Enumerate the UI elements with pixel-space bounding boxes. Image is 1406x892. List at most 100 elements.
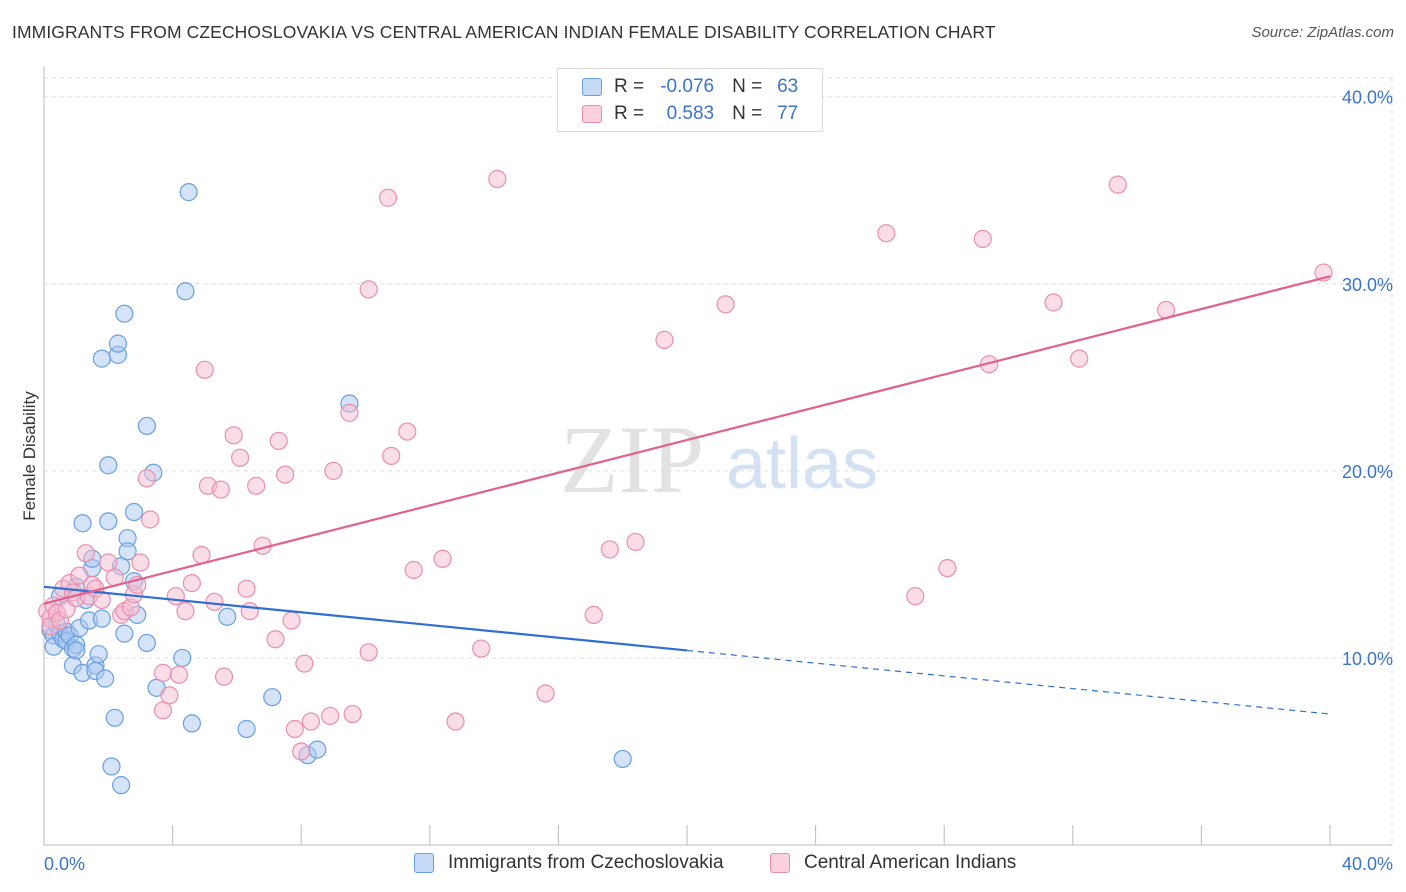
pink-point (1044, 293, 1063, 312)
blue-point (89, 645, 108, 664)
pink-point (282, 611, 301, 630)
pink-point (169, 665, 189, 684)
blue-point (73, 514, 92, 533)
pink-point (76, 544, 95, 563)
legend-n-value: 63 (777, 76, 799, 97)
blue-point (95, 669, 115, 688)
blue-point (67, 641, 86, 660)
x-tick-label: 40.0% (1342, 854, 1393, 874)
series-legend: Immigrants from Czechoslovakia Central A… (0, 852, 1406, 878)
blue-point (115, 624, 134, 643)
axes (43, 66, 1392, 846)
legend-label: Immigrants from Czechoslovakia (448, 852, 724, 873)
pink-point (237, 579, 256, 598)
blue-point (99, 512, 118, 531)
pink-point (205, 592, 224, 611)
pink-point (488, 169, 507, 189)
pink-point (1070, 349, 1089, 368)
pink-point (600, 540, 619, 559)
legend-n-label: N = (732, 76, 763, 97)
blue-point (263, 688, 282, 707)
blue-swatch (582, 78, 602, 96)
pink-point (153, 701, 173, 720)
pink-point (973, 229, 992, 248)
pink-point (321, 706, 340, 726)
pink-point (446, 712, 465, 731)
pink-point (224, 426, 243, 445)
pink-point (938, 559, 957, 578)
legend-item-central-american-indians: Central American Indians (770, 852, 1016, 874)
pink-point (340, 403, 359, 422)
blue-point (176, 282, 195, 301)
pink-swatch (582, 105, 602, 123)
blue-point (137, 416, 156, 436)
pink-point (131, 553, 150, 572)
pink-point (99, 553, 118, 572)
pink-point (140, 510, 160, 529)
blue-point (173, 648, 192, 668)
pink-point (266, 630, 285, 649)
blue-point (92, 349, 111, 368)
pink-point (343, 704, 362, 724)
pink-point (359, 280, 378, 299)
pink-point (626, 532, 645, 552)
pink-point (240, 602, 259, 621)
pink-point (269, 431, 288, 451)
y-tick-label: 30.0% (1342, 275, 1393, 295)
stats-legend: R = -0.076 N = 63 R = 0.583 N = 77 (557, 68, 823, 132)
blue-swatch (414, 853, 434, 873)
y-tick-label: 20.0% (1342, 462, 1393, 482)
pink-point (404, 560, 423, 580)
blue-point (137, 633, 156, 653)
blue-trend-line-dashed (686, 649, 1331, 715)
tick-labels: 10.0% 20.0% 30.0% 40.0% 0.0% 40.0% (44, 88, 1393, 874)
pink-point (247, 476, 266, 495)
x-tick-label: 0.0% (44, 854, 85, 874)
blue-trend-line (43, 585, 688, 652)
pink-point (433, 549, 452, 568)
pink-point (195, 360, 214, 379)
pink-point (295, 654, 314, 673)
pink-point (276, 465, 295, 484)
pink-point (301, 712, 320, 731)
blue-point (112, 776, 131, 795)
pink-point (382, 446, 401, 465)
chart-title: IMMIGRANTS FROM CZECHOSLOVAKIA VS CENTRA… (12, 22, 996, 42)
pink-point (231, 448, 250, 467)
blue-point (105, 708, 124, 727)
pink-point (160, 686, 179, 705)
pink-point (877, 224, 896, 243)
blue-point (108, 334, 128, 353)
blue-point (99, 456, 118, 475)
y-tick-label: 40.0% (1342, 88, 1393, 108)
legend-r-label: R = (614, 103, 645, 124)
legend-r-value: -0.076 (660, 76, 715, 97)
watermark: ZIP atlas (560, 406, 878, 513)
pink-trend-line (43, 275, 1331, 605)
blue-point (237, 719, 256, 739)
pink-point (584, 605, 603, 625)
pink-point (716, 295, 735, 314)
pink-point (378, 188, 398, 207)
pink-point (211, 480, 230, 499)
pink-point (285, 719, 304, 739)
blue-point (118, 542, 137, 561)
pink-point (906, 587, 925, 606)
pink-point (70, 566, 89, 585)
pink-point (655, 330, 674, 350)
blue-point (115, 304, 134, 323)
legend-row-blue: R = -0.076 N = 63 (582, 74, 798, 100)
legend-row-pink: R = 0.583 N = 77 (582, 101, 798, 127)
blue-point (92, 609, 111, 628)
pink-point (292, 742, 311, 761)
blue-point (179, 183, 198, 202)
pink-point (324, 461, 343, 480)
source-label: Source: ZipAtlas.com (1251, 24, 1394, 41)
pink-point (359, 643, 378, 662)
pink-point (176, 602, 195, 621)
blue-point (182, 714, 201, 733)
legend-item-czechoslovakia: Immigrants from Czechoslovakia (414, 852, 724, 874)
legend-r-value: 0.583 (666, 103, 715, 124)
pink-point (137, 469, 156, 488)
